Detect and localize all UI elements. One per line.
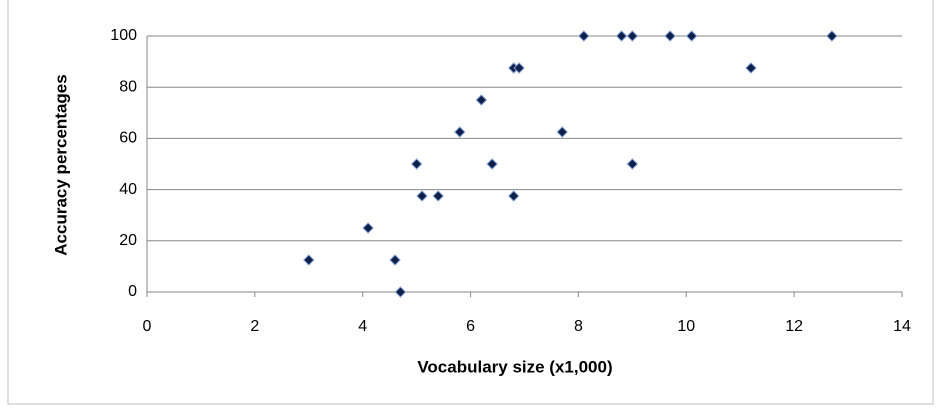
x-axis-title: Vocabulary size (x1,000): [417, 357, 612, 376]
x-tick-label: 10: [677, 318, 695, 335]
x-tick-label: 4: [358, 318, 367, 335]
y-tick-label: 40: [119, 181, 137, 198]
y-tick-label: 80: [119, 78, 137, 95]
point: [615, 30, 628, 42]
point: [626, 30, 639, 42]
point: [454, 126, 466, 138]
point: [389, 254, 401, 266]
point: [432, 190, 444, 202]
y-axis-title: Accuracy percentages: [51, 74, 70, 255]
x-tick-label: 2: [250, 318, 259, 335]
point: [410, 158, 423, 170]
point: [486, 158, 498, 170]
point: [626, 158, 639, 170]
x-tick-label: 0: [143, 318, 152, 335]
point: [394, 286, 407, 298]
y-tick-label: 60: [119, 130, 137, 147]
point: [513, 62, 525, 74]
point: [416, 190, 428, 202]
point: [826, 30, 838, 42]
x-tick-label: 14: [893, 318, 911, 335]
point: [556, 126, 568, 138]
y-tick-label: 20: [119, 232, 137, 249]
point: [362, 222, 374, 234]
point: [508, 190, 520, 202]
point: [303, 254, 315, 266]
point: [745, 62, 757, 74]
x-tick-label: 12: [785, 318, 803, 335]
chart-border: [7, 0, 934, 405]
point: [578, 30, 590, 42]
point: [475, 94, 488, 106]
x-tick-label: 8: [574, 318, 583, 335]
point: [685, 30, 698, 42]
point: [664, 30, 676, 42]
y-tick-label: 0: [128, 283, 137, 300]
x-tick-label: 6: [466, 318, 475, 335]
y-tick-label: 100: [110, 27, 137, 44]
